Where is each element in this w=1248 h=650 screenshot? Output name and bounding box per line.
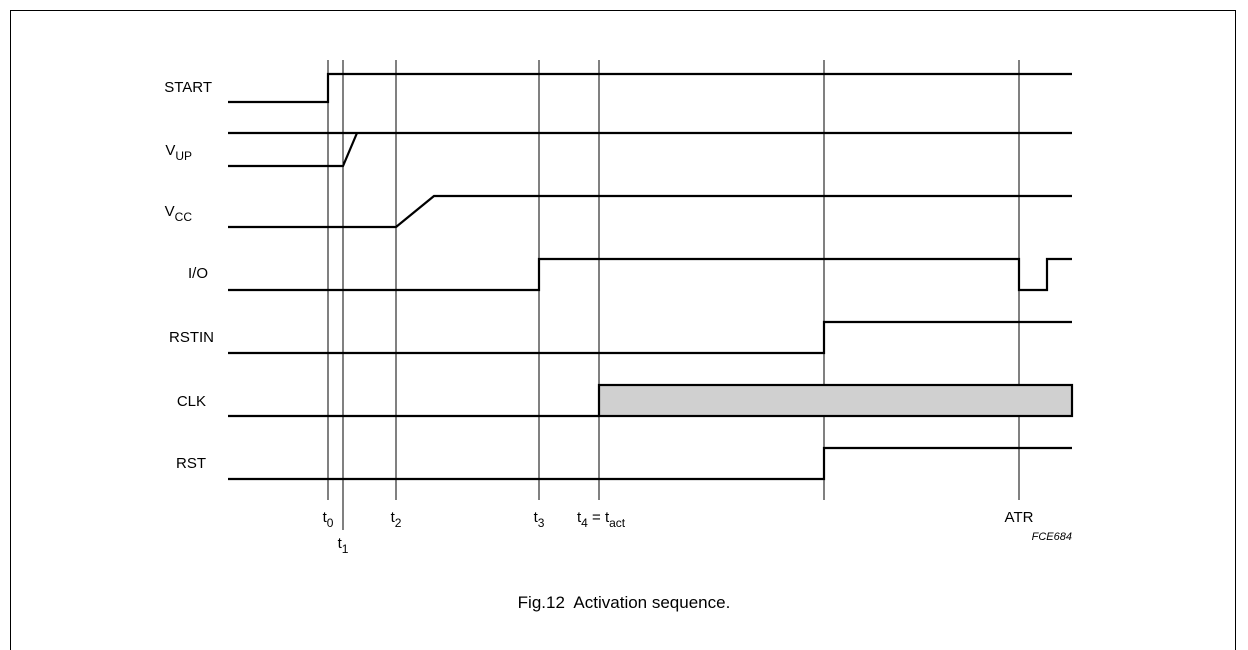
- figure-frame: [10, 10, 1236, 650]
- waveform-vup: [228, 132, 359, 168]
- signal-label-vup: VUP: [165, 142, 192, 163]
- time-label-t1: t1: [338, 535, 349, 556]
- waveform-io: [228, 257, 1072, 292]
- waveform-start: [228, 72, 1072, 104]
- signal-label-rst: RST: [176, 455, 206, 472]
- time-label-t3: t3: [534, 509, 545, 530]
- waveform-vcc: [228, 194, 1072, 229]
- time-label-t0: t0: [323, 509, 334, 530]
- waveform-rstin: [228, 320, 1072, 355]
- signal-label-rstin: RSTIN: [169, 329, 214, 346]
- signal-label-clk: CLK: [177, 393, 206, 410]
- time-label-t4: t4 = tact: [577, 509, 626, 530]
- figure-code: FCE684: [1032, 531, 1072, 543]
- time-label-atr: ATR: [1005, 509, 1034, 526]
- waveform-rst: [228, 446, 1072, 481]
- clk-toggle-region: [597, 383, 1074, 418]
- signal-label-vcc: VCC: [165, 203, 193, 224]
- time-label-t2: t2: [391, 509, 402, 530]
- signal-label-io: I/O: [188, 265, 208, 282]
- figure-caption: Fig.12 Activation sequence.: [518, 593, 731, 612]
- signal-label-start: START: [164, 79, 212, 96]
